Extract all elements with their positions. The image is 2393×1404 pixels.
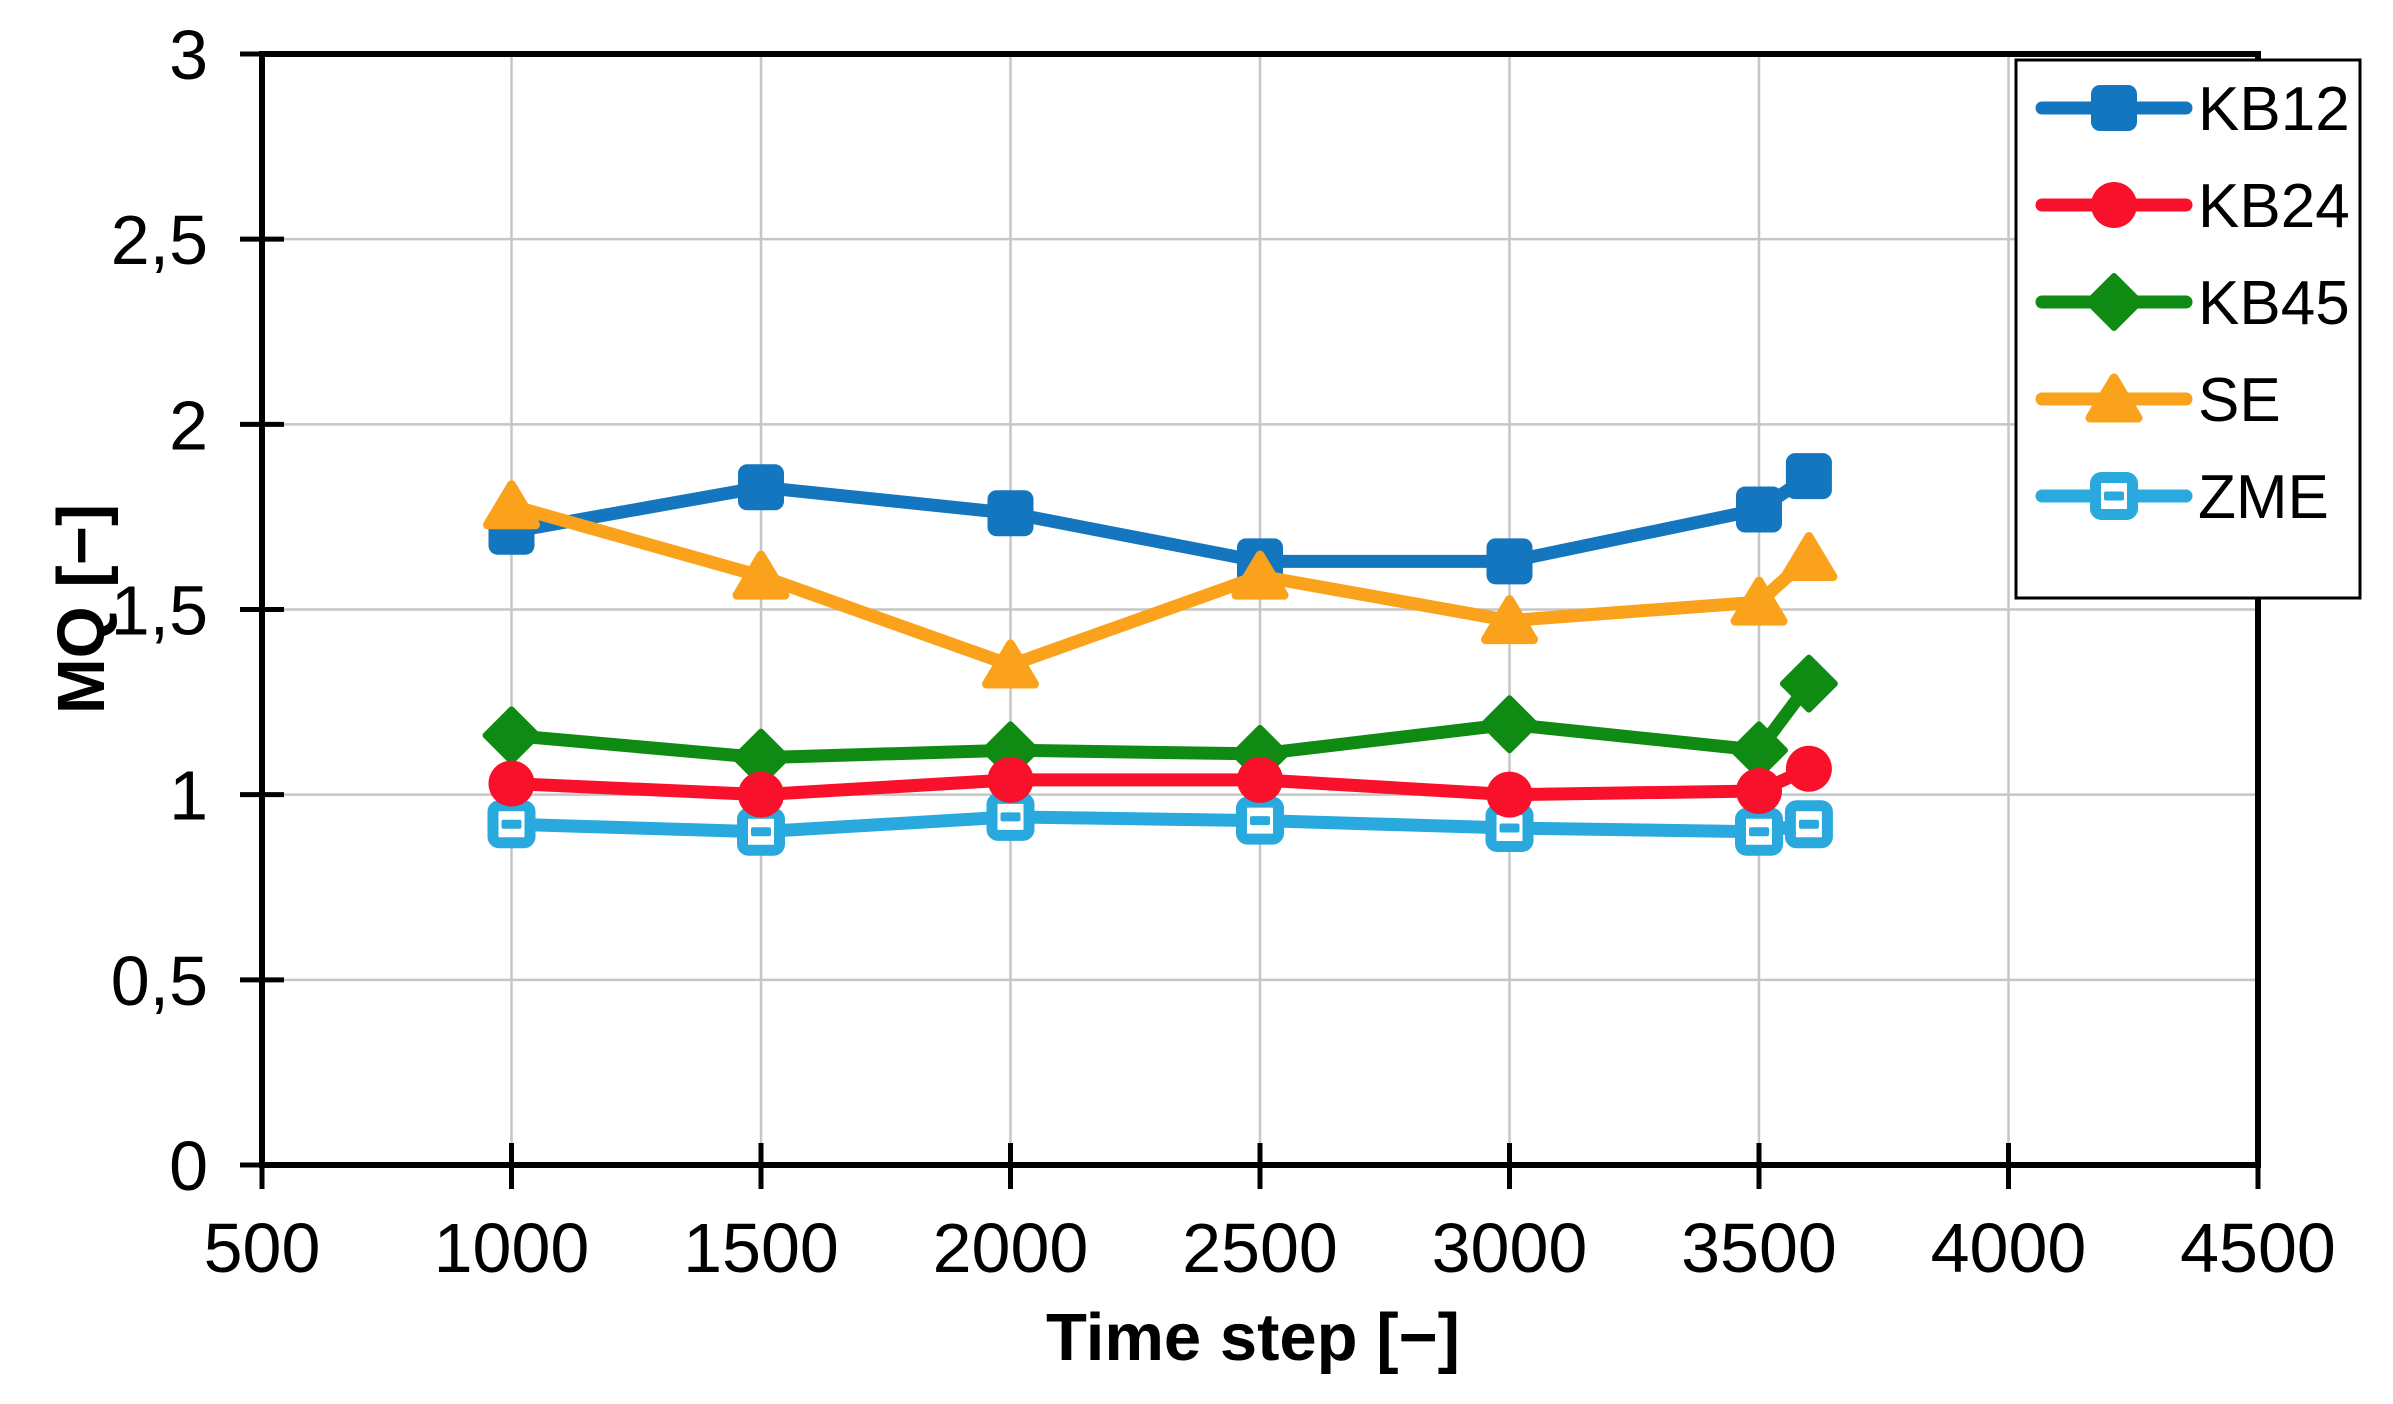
series-KB12 bbox=[488, 453, 1832, 585]
marker-ZME-3-dash bbox=[1250, 816, 1270, 826]
legend-marker-KB12 bbox=[2091, 85, 2137, 131]
y-tick-label: 2,5 bbox=[111, 201, 208, 279]
series-layer bbox=[482, 453, 1838, 856]
legend-entry-KB24: KB24 bbox=[2035, 172, 2350, 241]
y-tick-label: 3 bbox=[169, 16, 208, 94]
marker-KB24-3 bbox=[1237, 756, 1283, 803]
y-tick-label: 1,5 bbox=[111, 572, 208, 650]
legend-marker-ZME-dash bbox=[2104, 491, 2124, 501]
legend-label-ZME: ZME bbox=[2198, 463, 2329, 532]
marker-KB12-6 bbox=[1785, 453, 1832, 500]
x-tick-label: 2000 bbox=[933, 1209, 1089, 1287]
marker-ZME-5-dash bbox=[1749, 827, 1769, 837]
marker-KB45-0 bbox=[482, 706, 541, 765]
x-tick-label: 2500 bbox=[1182, 1209, 1338, 1287]
marker-SE-0 bbox=[483, 480, 540, 530]
legend-entry-ZME: ZME bbox=[2035, 463, 2329, 532]
grid-layer bbox=[262, 54, 2258, 1165]
legend-label-KB45: KB45 bbox=[2198, 269, 2350, 338]
marker-ZME-4-dash bbox=[1499, 823, 1520, 833]
series-line-KB12 bbox=[505, 469, 1816, 568]
marker-SE-5 bbox=[1730, 576, 1788, 626]
x-tick-label: 3000 bbox=[1432, 1209, 1588, 1287]
y-tick-label: 2 bbox=[169, 386, 208, 464]
series-line-ZME bbox=[505, 810, 1816, 839]
marker-KB45-6 bbox=[1779, 654, 1838, 713]
legend-marker-KB24 bbox=[2091, 182, 2137, 228]
marker-KB24-4 bbox=[1486, 771, 1533, 818]
marker-KB12-5 bbox=[1736, 486, 1782, 533]
legend-entry-KB45: KB45 bbox=[2035, 269, 2350, 338]
marker-KB12-1 bbox=[738, 464, 784, 511]
marker-KB12-2 bbox=[987, 490, 1034, 537]
legend-entry-KB12: KB12 bbox=[2035, 75, 2350, 144]
series-ZME bbox=[487, 792, 1833, 856]
x-tick-label: 3500 bbox=[1681, 1209, 1837, 1287]
x-tick-label: 1500 bbox=[683, 1209, 839, 1287]
marker-KB24-0 bbox=[488, 760, 535, 807]
marker-KB24-1 bbox=[738, 771, 784, 818]
marker-ZME-0-dash bbox=[501, 819, 522, 829]
y-tick-label: 0,5 bbox=[111, 942, 208, 1020]
legend-marker-KB45 bbox=[2085, 273, 2143, 331]
legend-entry-SE: SE bbox=[2035, 366, 2281, 435]
x-axis-title: Time step [−] bbox=[1046, 1300, 1460, 1375]
marker-ZME-1-dash bbox=[751, 827, 771, 837]
y-tick-label: 0 bbox=[169, 1127, 208, 1205]
marker-KB24-5 bbox=[1736, 767, 1782, 814]
x-tick-label: 4000 bbox=[1931, 1209, 2087, 1287]
legend-label-KB24: KB24 bbox=[2198, 172, 2350, 241]
marker-SE-6 bbox=[1780, 532, 1838, 582]
legend-box bbox=[2014, 58, 2362, 600]
series-line-KB45 bbox=[505, 677, 1816, 765]
marker-ZME-2-dash bbox=[1000, 812, 1021, 822]
series-line-KB24 bbox=[505, 762, 1816, 802]
series-line-SE bbox=[505, 499, 1816, 672]
y-axis-title: MQ [−] bbox=[44, 504, 119, 714]
axis-layer: 500 1000 1500 2000 2500 3000 3500 4000 4500 0 0,5 1… bbox=[111, 16, 2336, 1287]
legend-label-SE: SE bbox=[2198, 366, 2281, 435]
series-SE bbox=[483, 480, 1838, 689]
legend-label-KB12: KB12 bbox=[2198, 75, 2350, 144]
series-KB45 bbox=[482, 654, 1838, 787]
marker-SE-1 bbox=[732, 550, 790, 600]
marker-KB24-2 bbox=[987, 756, 1034, 803]
legend-layer: KB12 KB24 KB45 SE ZME bbox=[2014, 58, 2362, 600]
marker-SE-2 bbox=[982, 639, 1039, 689]
marker-ZME-6-dash bbox=[1798, 819, 1819, 829]
marker-KB12-4 bbox=[1486, 538, 1533, 585]
marker-KB24-6 bbox=[1785, 745, 1832, 792]
x-tick-label: 1000 bbox=[434, 1209, 590, 1287]
marker-SE-3 bbox=[1231, 550, 1289, 600]
series-KB24 bbox=[488, 745, 1832, 818]
marker-SE-4 bbox=[1481, 595, 1538, 645]
x-tick-label: 4500 bbox=[2180, 1209, 2336, 1287]
x-tick-label: 500 bbox=[204, 1209, 321, 1287]
legend-marker-SE bbox=[2085, 373, 2143, 423]
y-tick-label: 1 bbox=[169, 757, 208, 835]
marker-KB45-4 bbox=[1480, 695, 1539, 754]
